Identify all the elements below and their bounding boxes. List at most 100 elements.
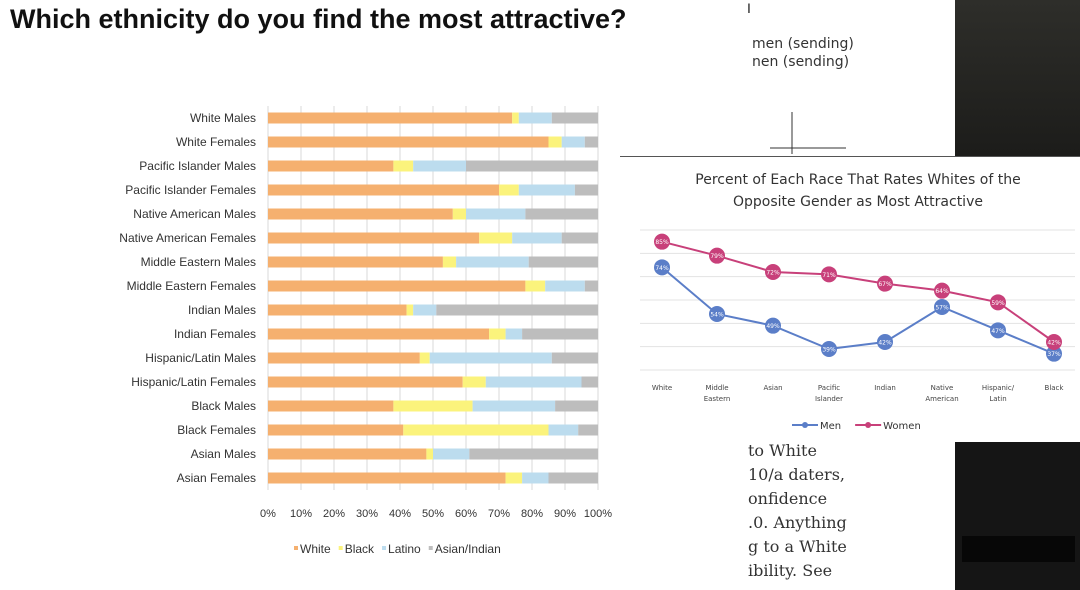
bar-segment	[466, 208, 526, 220]
data-point	[1046, 345, 1062, 362]
legend-swatch	[428, 546, 433, 550]
data-label: 42%	[878, 340, 892, 347]
bar-segment	[548, 136, 562, 148]
data-label: 59%	[991, 300, 1005, 307]
doc-legend-line: nen (sending)	[752, 54, 850, 70]
x-tick-label: 50%	[422, 508, 444, 520]
bar-segment	[581, 376, 598, 388]
bar-segment	[406, 304, 414, 316]
bar-segment	[393, 160, 414, 172]
category-label: Asian Females	[177, 471, 256, 485]
data-point	[934, 299, 950, 315]
data-label: 37%	[1047, 351, 1061, 358]
doc-legend-line: men (sending)	[752, 36, 854, 52]
page-title: Which ethnicity do you find the most att…	[10, 4, 627, 34]
bar-segment	[505, 328, 523, 340]
data-label: 39%	[822, 347, 836, 354]
text-cursor-mark: I	[747, 0, 751, 16]
legend-label: White	[300, 542, 331, 556]
category-label: Middle Eastern Females	[127, 279, 256, 293]
category-label: Hispanic/Latin Males	[145, 351, 256, 365]
doc-text-line: to White	[748, 441, 817, 460]
bar-segment	[479, 232, 513, 244]
bar-segment	[584, 280, 598, 292]
x-tick-label: 80%	[521, 508, 543, 520]
legend-label: Latino	[388, 542, 421, 556]
document-text-area	[740, 441, 955, 590]
doc-text-line: 10/a daters,	[748, 465, 845, 484]
x-category-label: American	[925, 395, 958, 403]
legend-label: Black	[345, 542, 375, 556]
x-category-label: Native	[931, 384, 954, 392]
x-tick-label: 0%	[260, 508, 276, 520]
bar-segment	[268, 472, 506, 484]
bar-segment	[413, 304, 437, 316]
x-category-label: Eastern	[704, 395, 731, 403]
data-point	[1046, 334, 1062, 350]
x-tick-label: 60%	[455, 508, 477, 520]
bar-segment	[561, 232, 598, 244]
bar-segment	[505, 472, 523, 484]
bar-segment	[268, 424, 404, 436]
data-point	[821, 341, 837, 357]
data-point	[934, 282, 950, 299]
category-label: White Females	[176, 135, 256, 149]
bar-segment	[403, 424, 549, 436]
data-label: 47%	[991, 328, 1005, 335]
data-label: 57%	[935, 305, 949, 312]
x-tick-label: 20%	[323, 508, 345, 520]
bar-segment	[555, 400, 598, 412]
series-line	[661, 240, 1055, 343]
x-tick-label: 70%	[488, 508, 510, 520]
category-label: Black Males	[191, 399, 256, 413]
bar-segment	[268, 448, 427, 460]
x-tick-label: 100%	[584, 508, 612, 520]
bar-segment	[584, 136, 598, 148]
legend-label: Women	[883, 421, 921, 432]
x-category-label: White	[652, 384, 672, 392]
bar-segment	[268, 304, 407, 316]
bar-segment	[551, 352, 598, 364]
bar-segment	[268, 184, 499, 196]
bar-segment	[472, 400, 556, 412]
legend-label: Men	[820, 421, 841, 432]
data-point	[765, 264, 781, 280]
data-point	[877, 275, 893, 292]
x-tick-label: 10%	[290, 508, 312, 520]
bar-segment	[551, 112, 598, 124]
data-point	[765, 317, 781, 334]
legend-swatch	[338, 546, 343, 550]
category-label: Hispanic/Latin Females	[131, 375, 256, 389]
bar-segment	[548, 424, 579, 436]
x-tick-label: 90%	[554, 508, 576, 520]
bar-segment	[268, 112, 513, 124]
series-line	[661, 266, 1055, 355]
x-category-label: Pacific	[818, 384, 840, 392]
bar-segment	[525, 280, 546, 292]
data-label: 49%	[766, 323, 780, 330]
bar-segment	[456, 256, 529, 268]
data-label: 74%	[655, 265, 669, 272]
data-point	[709, 306, 725, 322]
line-chart-title: Percent of Each Race That Rates Whites o…	[695, 172, 1020, 188]
bar-segment	[528, 256, 598, 268]
bar-segment	[452, 208, 466, 220]
bar-segment	[442, 256, 457, 268]
data-point	[709, 247, 725, 264]
bar-segment	[429, 352, 552, 364]
data-label: 85%	[655, 239, 669, 246]
bar-segment	[268, 328, 490, 340]
category-label: Indian Females	[174, 327, 256, 341]
bar-segment	[426, 448, 433, 460]
bar-segment	[522, 328, 598, 340]
doc-text-line: g to a White	[748, 537, 847, 556]
bar-segment	[522, 472, 549, 484]
bar-segment	[268, 280, 526, 292]
bar-segment	[419, 352, 430, 364]
legend-marker	[802, 422, 808, 428]
bar-segment	[268, 400, 394, 412]
data-label: 79%	[710, 253, 724, 260]
bar-segment	[545, 280, 585, 292]
bar-segment	[489, 328, 506, 340]
data-point	[654, 259, 670, 276]
